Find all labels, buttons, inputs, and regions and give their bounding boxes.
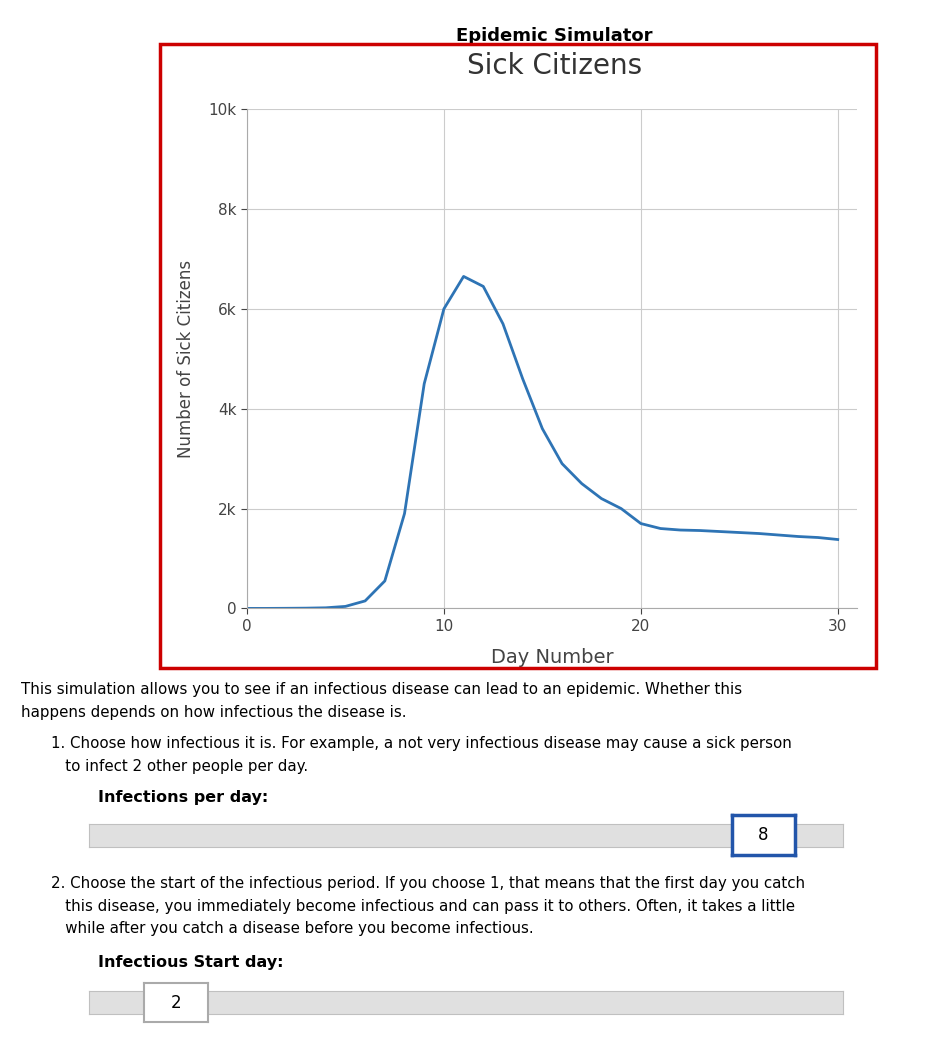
X-axis label: Day Number: Day Number <box>491 648 613 667</box>
Text: This simulation allows you to see if an infectious disease can lead to an epidem: This simulation allows you to see if an … <box>21 682 742 697</box>
Text: 2. Choose the start of the infectious period. If you choose 1, that means that t: 2. Choose the start of the infectious pe… <box>51 876 805 890</box>
Text: this disease, you immediately become infectious and can pass it to others. Often: this disease, you immediately become inf… <box>51 899 795 913</box>
Text: 2: 2 <box>171 993 182 1012</box>
Text: Epidemic Simulator: Epidemic Simulator <box>457 27 652 46</box>
Text: while after you catch a disease before you become infectious.: while after you catch a disease before y… <box>51 921 534 936</box>
Text: Infectious Start day:: Infectious Start day: <box>98 955 283 969</box>
Text: 8: 8 <box>758 826 769 844</box>
Text: Sick Citizens: Sick Citizens <box>467 52 642 79</box>
Text: happens depends on how infectious the disease is.: happens depends on how infectious the di… <box>21 705 406 720</box>
Y-axis label: Number of Sick Citizens: Number of Sick Citizens <box>176 260 195 458</box>
Text: 1. Choose how infectious it is. For example, a not very infectious disease may c: 1. Choose how infectious it is. For exam… <box>51 736 792 751</box>
Text: Infections per day:: Infections per day: <box>98 790 268 805</box>
Text: to infect 2 other people per day.: to infect 2 other people per day. <box>51 759 308 774</box>
